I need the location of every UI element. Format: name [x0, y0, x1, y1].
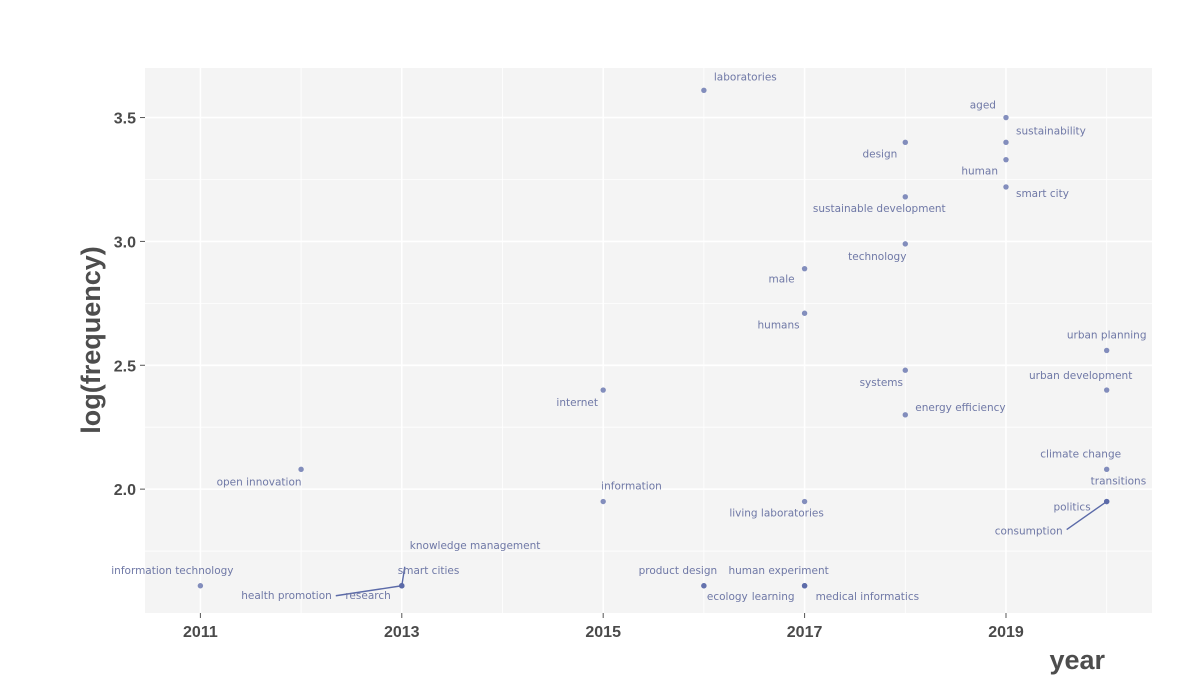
point-information-technology	[197, 583, 204, 589]
y-axis-ticks: 2.0 2.5 3.0 3.5	[114, 111, 145, 499]
point-information	[600, 498, 606, 505]
major-gridlines	[145, 68, 1152, 613]
y-tick-label: 2.5	[114, 358, 136, 375]
point-systems	[902, 367, 908, 373]
y-tick-label: 3.5	[114, 111, 136, 128]
point-technology	[902, 241, 908, 247]
label-urban-development: urban development	[1029, 370, 1132, 382]
label-smart-city: smart city	[1016, 188, 1069, 200]
point-open-innovation	[298, 466, 304, 473]
plot-panel	[145, 68, 1152, 613]
minor-gridlines	[145, 68, 1152, 613]
label-information: information	[601, 481, 662, 493]
label-sustainability: sustainability	[1016, 125, 1086, 137]
label-health-promotion: health promotion	[241, 590, 332, 602]
y-tick-label: 3.0	[114, 234, 136, 251]
point-energy-efficiency	[902, 412, 908, 418]
label-medical-informatics: medical informatics	[816, 591, 920, 603]
label-internet: internet	[556, 397, 598, 409]
data-points	[197, 87, 1110, 589]
label-male: male	[769, 274, 795, 286]
label-laboratories: laboratories	[714, 71, 777, 83]
label-living-laboratories: living laboratories	[729, 508, 824, 520]
label-human: human	[961, 166, 998, 178]
leader-line	[335, 585, 402, 597]
x-tick-label: 2011	[183, 624, 218, 641]
point-design	[902, 139, 908, 146]
y-axis-title: log(frequency)	[76, 246, 106, 434]
x-tick-label: 2015	[585, 624, 621, 641]
label-leader-lines	[335, 500, 1108, 597]
point-sustainability	[1003, 139, 1009, 146]
point-male	[801, 265, 808, 272]
point-labels: laboratories aged sustainability design huma…	[111, 71, 1146, 602]
label-consumption: consumption	[995, 526, 1063, 538]
point-climate-change	[1103, 466, 1110, 473]
point-internet	[600, 387, 606, 393]
label-urban-planning: urban planning	[1067, 329, 1147, 341]
point-living-laboratories	[801, 498, 808, 505]
leader-line	[1066, 500, 1108, 531]
label-sustainable-development: sustainable development	[813, 203, 946, 215]
label-aged: aged	[970, 100, 996, 112]
x-tick-label: 2017	[787, 624, 823, 641]
point-medical-informatics	[801, 583, 808, 589]
x-tick-label: 2019	[988, 624, 1024, 641]
y-tick-label: 2.0	[114, 482, 136, 499]
point-aged	[1003, 114, 1009, 121]
point-human	[1003, 156, 1009, 163]
x-axis-ticks: 2011 2013 2015 2017 2019	[183, 613, 1024, 641]
label-energy-efficiency: energy efficiency	[915, 402, 1005, 414]
label-knowledge-management: knowledge management	[410, 540, 541, 552]
point-sustainable-development	[902, 194, 908, 200]
point-laboratories	[701, 87, 707, 93]
label-smart-cities: smart cities	[398, 565, 460, 577]
label-information-technology: information technology	[111, 565, 233, 577]
point-smart-city	[1003, 184, 1009, 190]
point-urban-planning	[1103, 347, 1110, 354]
label-politics: politics	[1053, 502, 1090, 514]
x-tick-label: 2013	[384, 624, 420, 641]
leader-line	[401, 566, 406, 586]
label-product-design: product design	[639, 565, 718, 577]
label-transitions: transitions	[1091, 476, 1147, 488]
point-urban-development	[1103, 387, 1110, 393]
label-technology: technology	[848, 251, 906, 263]
label-climate-change: climate change	[1040, 448, 1121, 460]
label-learning: learning	[752, 591, 795, 603]
point-humans	[801, 310, 808, 316]
label-humans: humans	[758, 319, 800, 331]
x-axis-title: year	[1049, 645, 1105, 675]
point-consumption	[1103, 498, 1110, 505]
label-systems: systems	[860, 377, 903, 389]
point-ecology	[701, 583, 707, 589]
label-design: design	[862, 148, 897, 160]
label-research: research	[345, 590, 390, 602]
point-research	[399, 583, 405, 589]
label-open-innovation: open innovation	[217, 476, 302, 488]
label-ecology: ecology	[707, 591, 748, 603]
label-human-experiment: human experiment	[728, 565, 828, 577]
